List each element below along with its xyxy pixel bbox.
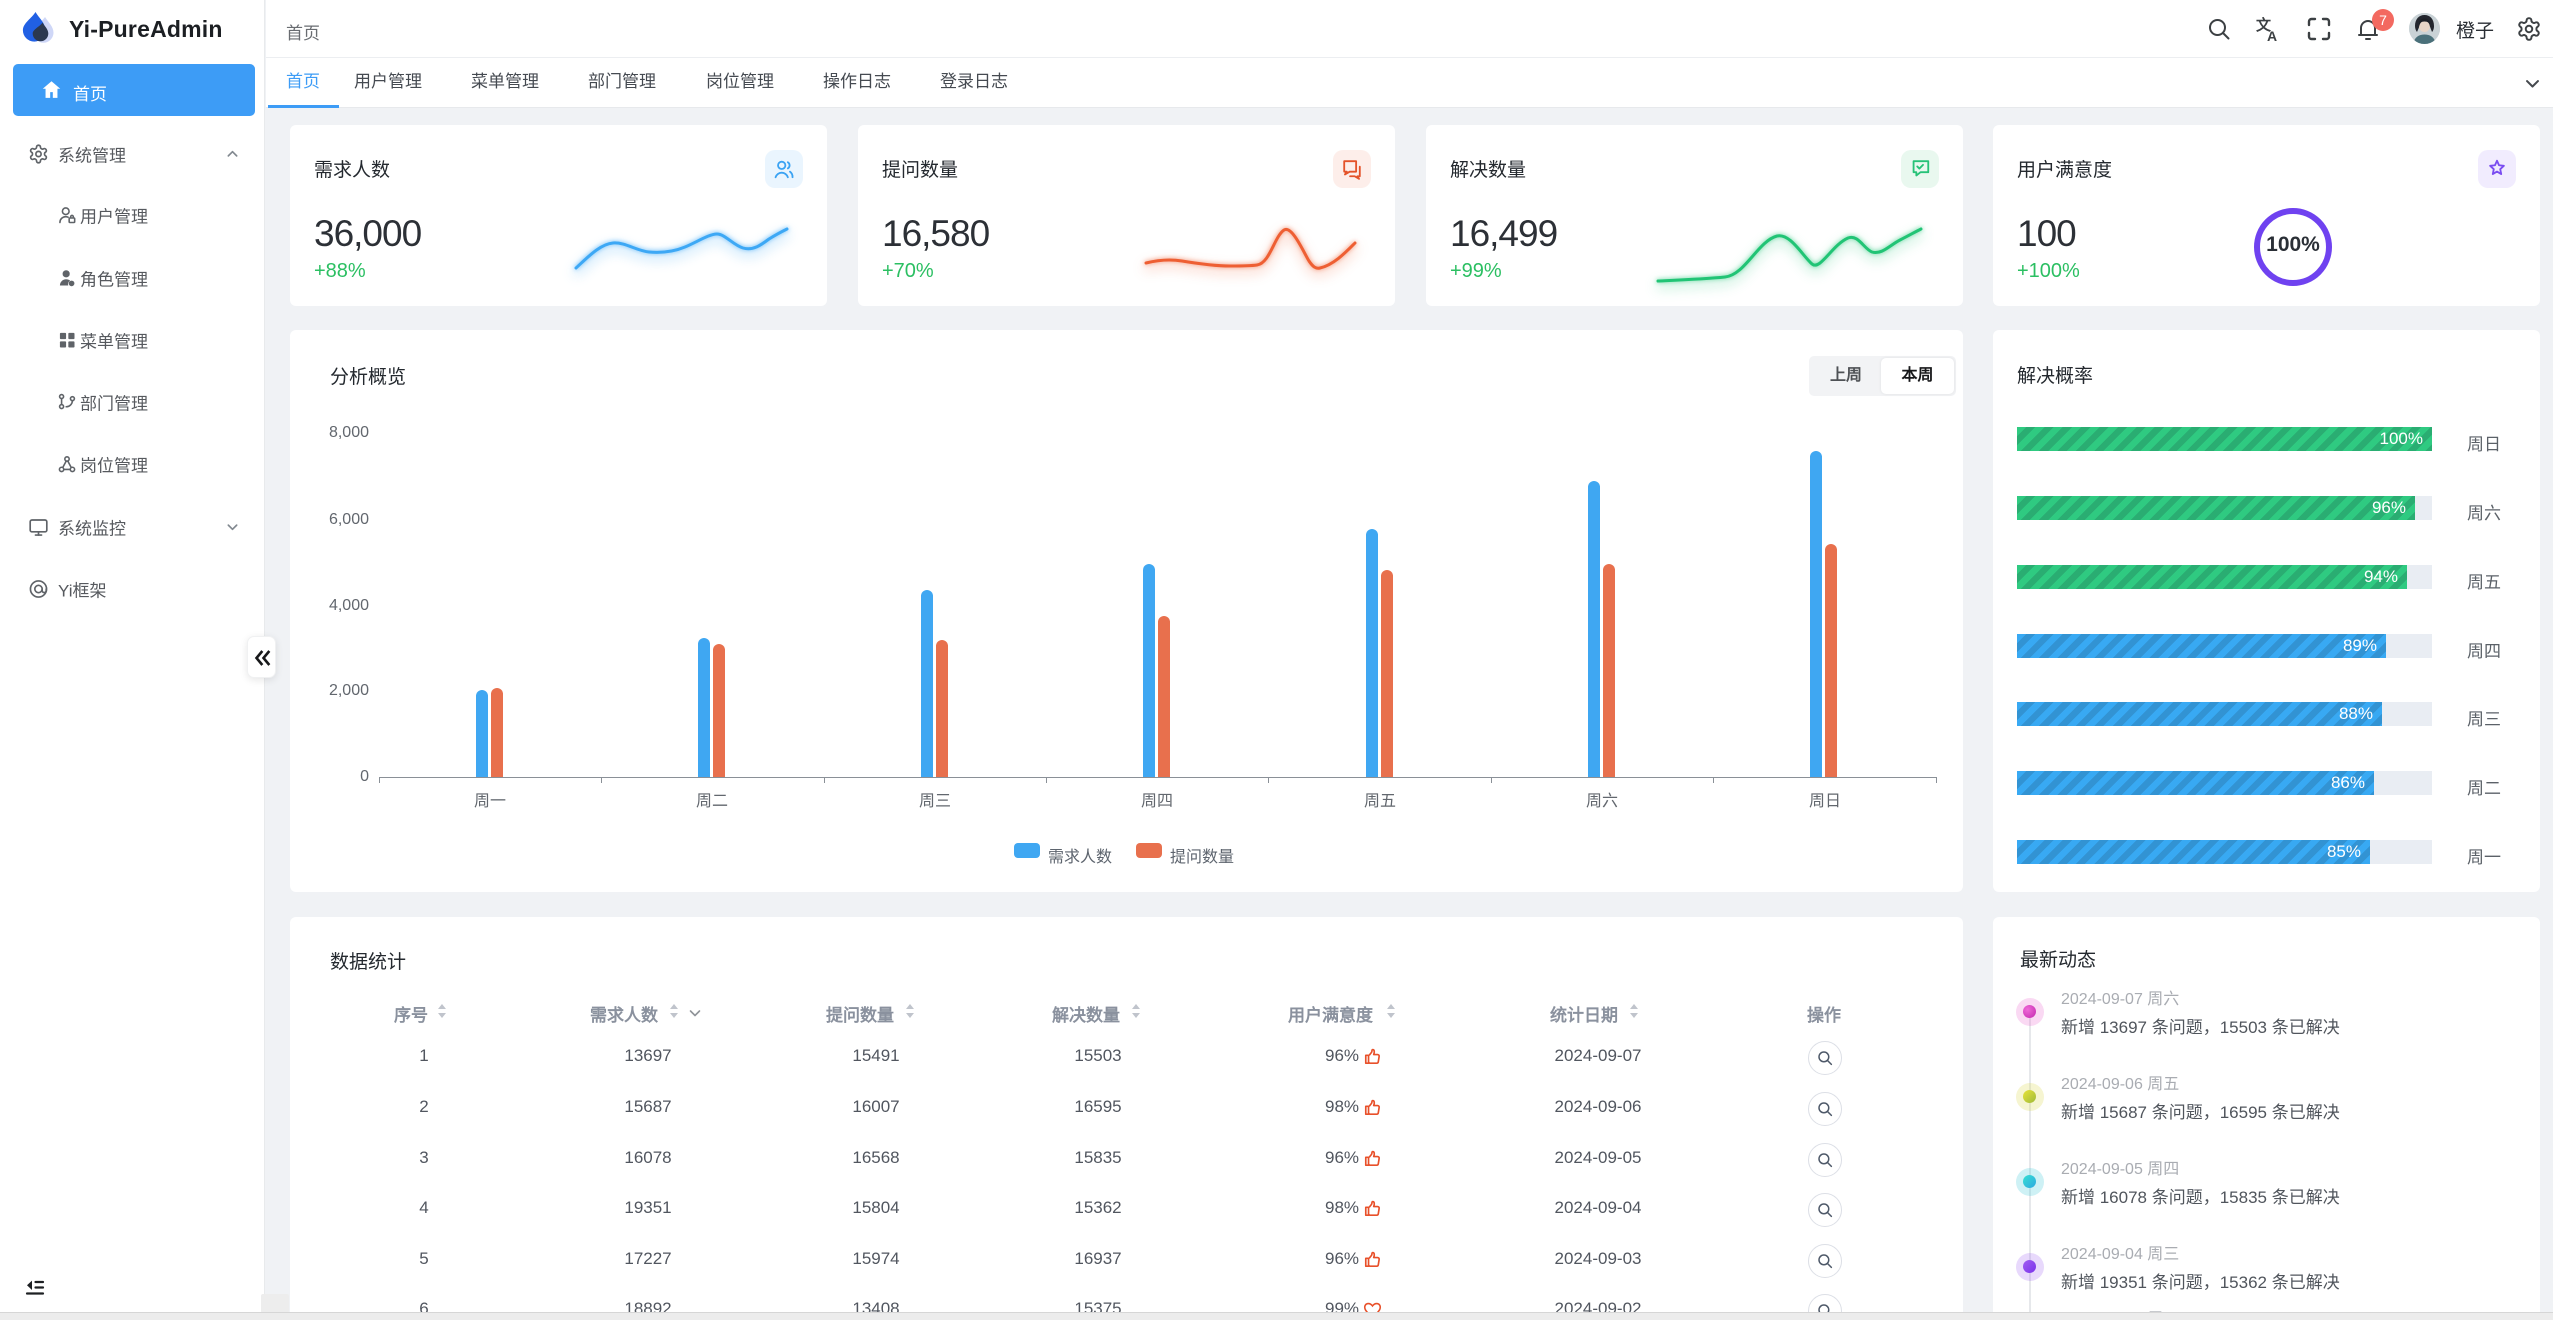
svg-text:文: 文 — [2256, 16, 2272, 34]
svg-text:A: A — [2267, 28, 2277, 43]
